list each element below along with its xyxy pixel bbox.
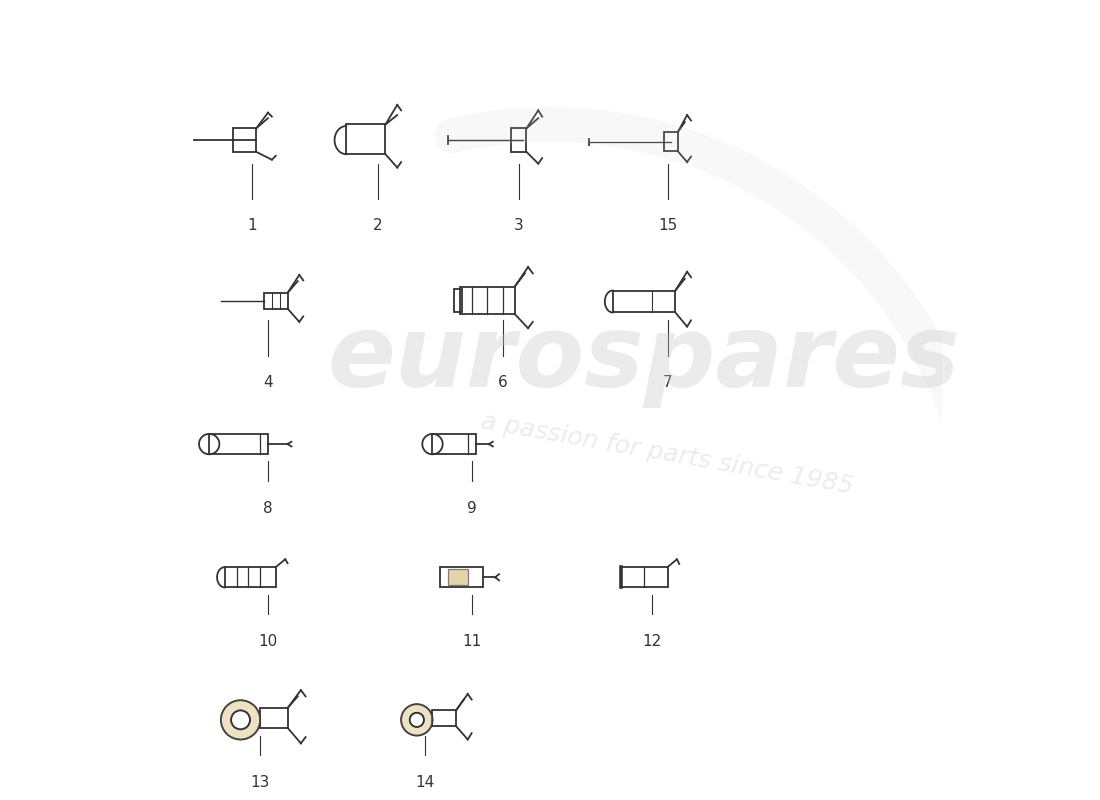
Text: a passion for parts since 1985: a passion for parts since 1985 [480, 409, 856, 498]
Circle shape [231, 710, 250, 730]
Text: 7: 7 [662, 375, 672, 390]
Bar [454, 289, 462, 312]
Text: 8: 8 [263, 501, 273, 515]
Bar [432, 434, 475, 454]
Bar [613, 290, 675, 313]
Text: 2: 2 [373, 218, 383, 234]
Text: eurospares: eurospares [328, 311, 960, 408]
Circle shape [402, 704, 432, 735]
Bar [209, 434, 268, 454]
Bar [264, 293, 287, 309]
Text: 1: 1 [248, 218, 257, 234]
Bar [260, 708, 287, 728]
Bar [510, 128, 527, 152]
Bar [346, 125, 385, 154]
Text: 13: 13 [251, 774, 270, 790]
Text: 10: 10 [258, 634, 277, 649]
Circle shape [221, 700, 260, 739]
Text: 12: 12 [642, 634, 661, 649]
Text: 11: 11 [462, 634, 482, 649]
Bar [233, 128, 256, 152]
Text: 14: 14 [415, 774, 434, 790]
Text: 15: 15 [658, 218, 678, 234]
Text: 9: 9 [466, 501, 476, 515]
Circle shape [410, 713, 424, 727]
Bar [663, 132, 678, 151]
Text: 3: 3 [514, 218, 524, 234]
Bar [440, 567, 483, 586]
Bar [620, 567, 668, 586]
Text: 6: 6 [498, 375, 508, 390]
Bar [432, 710, 456, 726]
Bar [224, 567, 276, 586]
Text: 4: 4 [263, 375, 273, 390]
Bar [460, 286, 515, 314]
Bar [448, 569, 468, 585]
